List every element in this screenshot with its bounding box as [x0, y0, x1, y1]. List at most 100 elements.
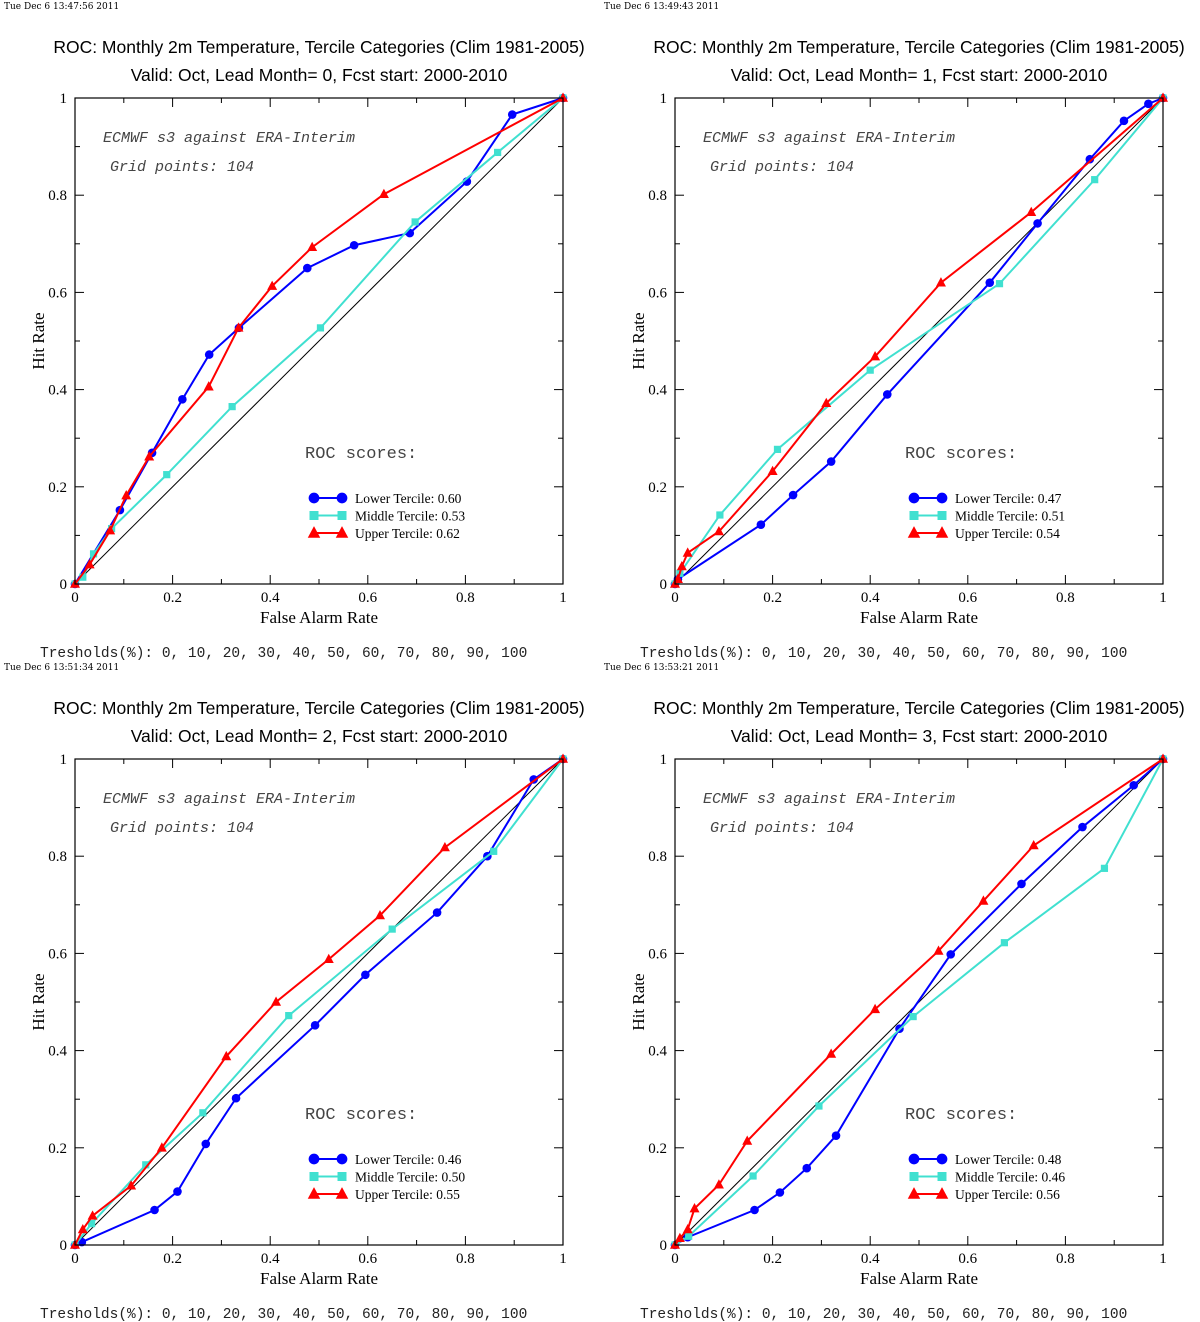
y-tick-label: 0 — [660, 577, 668, 593]
data-point — [1158, 92, 1168, 102]
data-point — [1078, 822, 1087, 832]
roc-scores-heading: ROC scores: — [905, 1106, 1017, 1125]
data-point — [87, 1210, 98, 1220]
roc-scores-heading: ROC scores: — [305, 445, 417, 464]
plot-frame — [674, 758, 1164, 1246]
y-tick-label: 0.4 — [648, 383, 667, 399]
roc-chart-lead-3: Tue Dec 6 13:53:21 2011 ROC: Monthly 2m T… — [604, 663, 1185, 1322]
data-point — [271, 996, 282, 1006]
legend-marker — [309, 511, 319, 520]
x-tick-label: 0.4 — [861, 1251, 880, 1267]
legend-marker — [309, 1172, 319, 1181]
data-point — [826, 457, 836, 466]
timestamp: Tue Dec 6 13:49:43 2011 — [604, 2, 719, 12]
roc-scores-heading: ROC scores: — [305, 1106, 417, 1125]
data-point — [142, 1161, 150, 1169]
legend-marker — [936, 1153, 948, 1165]
data-point — [221, 1050, 232, 1061]
data-point — [144, 451, 155, 461]
x-tick-label: 0 — [671, 590, 679, 606]
data-point — [1028, 840, 1039, 850]
annotation-grid-points: Grid points: 104 — [710, 159, 854, 176]
data-point — [150, 1205, 159, 1215]
y-tick-label: 0.2 — [648, 480, 667, 496]
y-axis-label: Hit Rate — [629, 973, 648, 1030]
y-tick-label: 0.8 — [648, 849, 667, 865]
y-tick-label: 0.8 — [48, 849, 67, 865]
chart-title: ROC: Monthly 2m Temperature, Tercile Cat… — [653, 698, 1184, 718]
data-point — [866, 366, 874, 374]
x-tick-label: 1 — [1159, 590, 1167, 606]
y-tick-label: 1 — [660, 91, 668, 107]
x-tick-label: 1 — [559, 590, 567, 606]
data-point — [682, 1223, 693, 1234]
x-tick-label: 1 — [559, 1251, 567, 1267]
chart-title: ROC: Monthly 2m Temperature, Tercile Cat… — [53, 698, 584, 718]
x-tick-label: 0.2 — [763, 1251, 782, 1267]
roc-chart-lead-0: Tue Dec 6 13:47:56 2011 ROC: Monthly 2m T… — [4, 2, 585, 661]
data-point — [233, 322, 244, 332]
data-point — [204, 350, 214, 359]
y-tick-label: 0 — [660, 1238, 668, 1254]
data-point — [682, 547, 693, 557]
annotation-grid-points: Grid points: 104 — [110, 820, 254, 837]
series-triangle — [670, 753, 1168, 1249]
timestamp: Tue Dec 6 13:47:56 2011 — [4, 2, 119, 12]
data-point — [802, 1163, 812, 1173]
y-tick-label: 0.6 — [48, 946, 67, 962]
y-tick-label: 1 — [60, 752, 68, 768]
data-point — [302, 263, 312, 273]
annotation-model: ECMWF s3 against ERA-Interim — [103, 791, 355, 808]
legend-label: Lower Tercile: 0.48 — [955, 1152, 1062, 1167]
data-point — [361, 970, 370, 980]
y-tick-label: 0.4 — [648, 1044, 667, 1060]
data-point — [756, 520, 766, 530]
data-point — [307, 241, 318, 252]
chart-subtitle: Valid: Oct, Lead Month= 3, Fcst start: 2… — [731, 726, 1108, 746]
x-tick-label: 0.6 — [358, 590, 377, 606]
legend-label: Upper Tercile: 0.54 — [955, 526, 1060, 541]
data-point — [773, 445, 782, 453]
plot-frame — [74, 758, 564, 1246]
data-point — [1026, 206, 1037, 217]
x-tick-label: 0.4 — [261, 1251, 280, 1267]
data-point — [935, 277, 946, 287]
data-point — [821, 397, 832, 408]
legend-label: Middle Tercile: 0.50 — [355, 1170, 465, 1185]
y-tick-label: 0.4 — [48, 1044, 67, 1060]
data-point — [1158, 753, 1168, 763]
data-point — [713, 1179, 724, 1189]
x-tick-label: 0.4 — [861, 590, 880, 606]
data-point — [323, 953, 334, 964]
y-axis-label: Hit Rate — [29, 973, 48, 1030]
thresholds-note: Tresholds(%): 0, 10, 20, 30, 40, 50, 60,… — [40, 646, 527, 661]
legend-marker — [935, 526, 949, 538]
data-point — [882, 390, 892, 399]
x-tick-label: 0.2 — [163, 590, 182, 606]
roc-chart-lead-2: Tue Dec 6 13:51:34 2011 ROC: Monthly 2m T… — [4, 663, 585, 1322]
data-point — [909, 1012, 917, 1021]
data-point — [716, 511, 724, 519]
y-tick-label: 0.4 — [48, 383, 67, 399]
legend-marker — [909, 1172, 919, 1181]
series-line — [74, 758, 564, 1246]
legend-label: Upper Tercile: 0.62 — [355, 526, 460, 541]
legend-label: Upper Tercile: 0.55 — [355, 1187, 460, 1202]
data-point — [1119, 116, 1129, 126]
chart-subtitle: Valid: Oct, Lead Month= 1, Fcst start: 2… — [731, 65, 1108, 85]
data-point — [349, 240, 359, 250]
data-point — [89, 550, 98, 558]
legend-marker — [908, 1153, 920, 1165]
annotation-model: ECMWF s3 against ERA-Interim — [703, 130, 955, 147]
y-tick-label: 0.2 — [648, 1141, 667, 1157]
chart-title: ROC: Monthly 2m Temperature, Tercile Cat… — [653, 37, 1184, 57]
legend-marker — [907, 526, 921, 538]
x-tick-label: 0.2 — [163, 1251, 182, 1267]
data-point — [507, 110, 517, 119]
legend-label: Middle Tercile: 0.53 — [355, 509, 465, 524]
data-point — [121, 490, 132, 500]
x-axis-label: False Alarm Rate — [260, 1269, 378, 1288]
legend-marker — [907, 1187, 921, 1199]
data-point — [156, 1142, 167, 1152]
y-tick-label: 1 — [60, 91, 68, 107]
